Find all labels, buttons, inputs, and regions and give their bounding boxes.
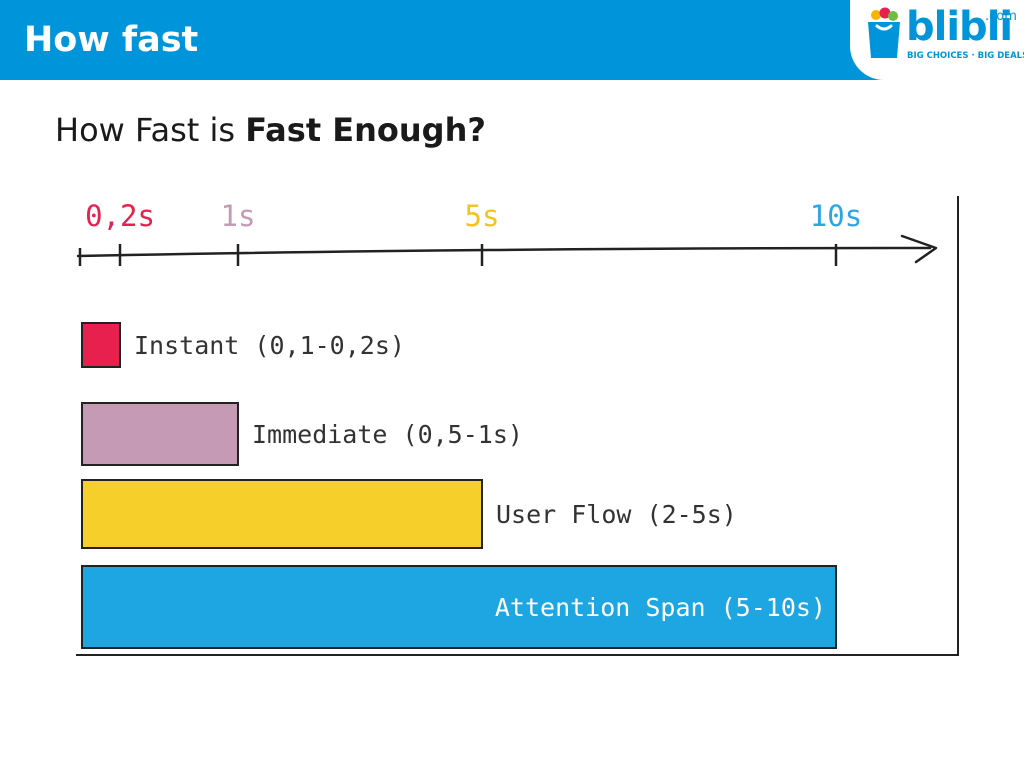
bar: [81, 479, 483, 549]
response-time-chart: 0,2s 1s 5s 10s Instant (0,1-0,2s) Immediate …: [76, 196, 959, 656]
bar: [81, 402, 239, 466]
axis-tick-label: 1s: [221, 199, 256, 233]
logo-tagline: BIG CHOICES · BIG DEALS: [907, 51, 1024, 61]
shopping-bag-icon: [868, 7, 900, 58]
bar-label: User Flow (2-5s): [496, 500, 737, 529]
axis-tick-label: 5s: [465, 199, 500, 233]
bar: [81, 565, 837, 649]
logo-suffix: .com: [985, 9, 1017, 24]
subtitle-emphasis: Fast Enough?: [245, 111, 486, 149]
bar-label: Attention Span (5-10s): [495, 593, 826, 622]
axis-tick-label: 0,2s: [85, 199, 155, 233]
slide-subtitle: How Fast is Fast Enough?: [55, 108, 486, 152]
timeline-arrowhead: [900, 234, 938, 264]
bar-label: Instant (0,1-0,2s): [134, 331, 405, 360]
subtitle-prefix: How Fast is: [55, 111, 246, 149]
header-bar: How fast blibli .com BIG CHOICES · BIG D…: [0, 0, 1024, 80]
bars: Instant (0,1-0,2s) Immediate (0,5-1s) User…: [81, 322, 837, 649]
logo-wordmark: blibli: [906, 4, 1013, 50]
axis-tick-label: 10s: [810, 199, 862, 233]
timeline-axis: [76, 246, 932, 258]
slide-title: How fast: [24, 20, 199, 60]
blibli-logo: blibli .com BIG CHOICES · BIG DEALS: [850, 0, 1024, 80]
bar-label: Immediate (0,5-1s): [252, 420, 523, 449]
axis-ticks: 0,2s 1s 5s 10s: [85, 199, 862, 266]
bar: [81, 322, 121, 368]
